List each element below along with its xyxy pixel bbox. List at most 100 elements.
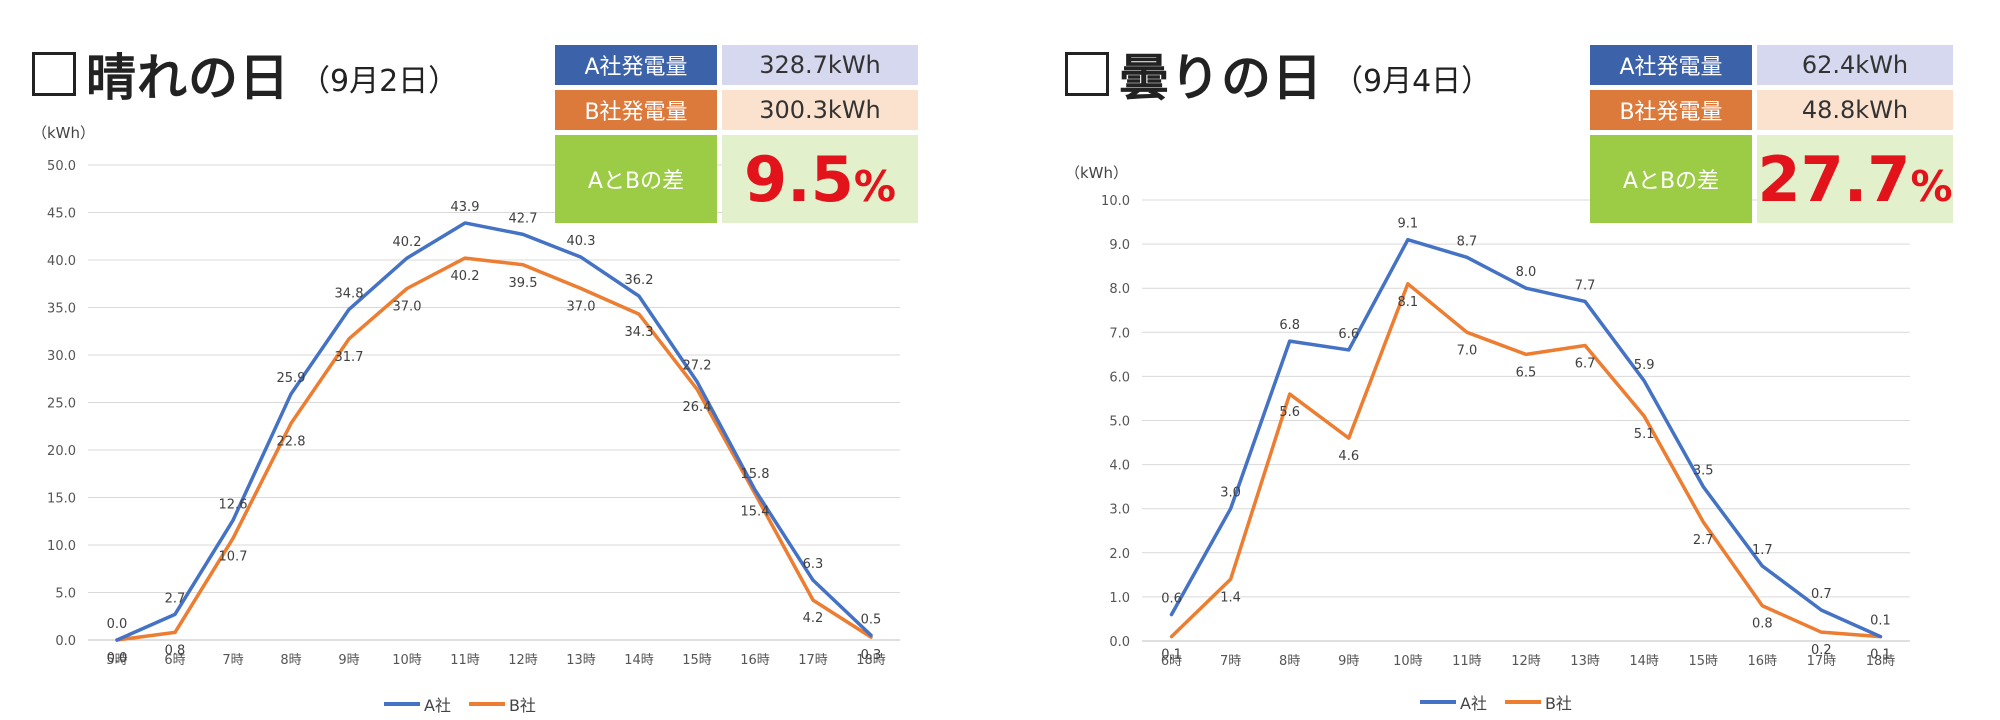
data-label-b: 39.5	[509, 276, 538, 291]
x-tick-label: 6時	[1161, 654, 1182, 669]
x-tick-label: 18時	[1866, 654, 1896, 669]
data-label-b: 4.6	[1338, 449, 1359, 464]
data-label-b: 10.7	[219, 549, 248, 564]
difference-label: AとBの差	[1590, 135, 1752, 223]
data-label-a: 1.7	[1752, 543, 1773, 558]
x-tick-label: 11時	[1452, 654, 1482, 669]
chart-legend: A社 B社	[1420, 690, 1590, 714]
summary-table: A社発電量 328.7kWh B社発電量 300.3kWh AとBの差 9.5%	[550, 40, 923, 228]
data-label-a: 34.8	[335, 286, 364, 301]
sunny-day-line-chart: 0.0 5.0 10.0 15.0 20.0 25.0 30.0 35.0 40.0 45.0 50…	[47, 159, 900, 668]
b-output-value: 300.3kWh	[722, 90, 918, 130]
series-line-b	[1169, 282, 1883, 639]
data-label-a: 8.7	[1457, 234, 1478, 249]
data-label-a: 12.6	[219, 497, 248, 512]
a-output-value: 328.7kWh	[722, 45, 918, 85]
data-label-a: 3.5	[1693, 464, 1714, 479]
x-tick-label: 11時	[450, 653, 480, 668]
chart-title: 晴れの日	[86, 49, 290, 107]
x-tick-label: 9時	[338, 653, 359, 668]
series-line-b	[115, 256, 873, 642]
data-label-a: 6.6	[1338, 327, 1359, 342]
x-tick-label: 13時	[1570, 654, 1600, 669]
y-axis-unit-label: （kWh）	[32, 124, 96, 142]
cloudy-day-panel: 0.0 1.0 2.0 3.0 4.0 5.0 6.0 7.0 8.0 9.0 10.0 6時 7時 8時…	[1030, 0, 2000, 720]
y-tick-label: 4.0	[1109, 459, 1130, 474]
data-label-b: 6.5	[1516, 365, 1537, 380]
data-label-b: 0.8	[1752, 617, 1773, 632]
data-label-b: 22.8	[277, 434, 306, 449]
x-tick-label: 5時	[106, 653, 127, 668]
data-label-b: 1.4	[1220, 590, 1241, 605]
legend-item-b: B社	[1504, 690, 1572, 714]
y-tick-label: 3.0	[1109, 503, 1130, 518]
y-tick-label: 50.0	[47, 159, 76, 174]
legend-label-a: A社	[1460, 694, 1487, 713]
data-label-a: 9.1	[1398, 217, 1419, 232]
difference-value: 27.7%	[1757, 135, 1953, 223]
chart-title-row: 曇りの日 （9月4日）	[1065, 38, 1491, 110]
legend-line-b	[1504, 700, 1541, 704]
y-tick-label: 7.0	[1109, 326, 1130, 341]
data-label-b: 4.2	[803, 611, 824, 626]
cloudy-day-line-chart: 0.0 1.0 2.0 3.0 4.0 5.0 6.0 7.0 8.0 9.0 10.0 6時 7時 8時…	[1101, 194, 1910, 669]
data-label-a: 8.0	[1516, 265, 1537, 280]
data-label-a: 25.9	[277, 371, 306, 386]
data-label-a: 7.7	[1575, 278, 1596, 293]
y-tick-label: 8.0	[1109, 282, 1130, 297]
data-label-b: 31.7	[335, 350, 364, 365]
data-label-b: 6.7	[1575, 357, 1596, 372]
data-label-a: 36.2	[625, 273, 654, 288]
y-tick-label: 5.0	[1109, 415, 1130, 430]
legend-label-b: B社	[1544, 694, 1572, 713]
y-tick-label: 9.0	[1109, 238, 1130, 253]
data-label-b: 0.1	[1870, 648, 1891, 663]
chart-date: （9月4日）	[1333, 64, 1492, 99]
x-tick-label: 14時	[624, 653, 654, 668]
b-output-label: B社発電量	[555, 90, 717, 130]
y-tick-label: 25.0	[47, 397, 76, 412]
data-label-b: 34.3	[625, 325, 654, 340]
chart-legend: A社 B社	[384, 692, 554, 716]
x-tick-label: 6時	[164, 653, 185, 668]
series-line-a	[115, 221, 873, 642]
legend-item-a: A社	[1420, 690, 1487, 714]
data-label-b: 0.8	[165, 643, 186, 658]
data-label-a: 43.9	[451, 200, 480, 215]
x-tick-label: 10時	[1393, 654, 1423, 669]
x-tick-label: 16時	[1748, 654, 1778, 669]
data-label-a: 40.2	[393, 235, 422, 250]
data-label-b: 5.1	[1634, 427, 1655, 442]
chart-date: （9月2日）	[300, 64, 459, 99]
data-label-a: 15.8	[741, 467, 770, 482]
data-label-b: 8.1	[1398, 295, 1419, 310]
b-output-value: 48.8kWh	[1757, 90, 1953, 130]
y-axis-unit-label: （kWh）	[1065, 164, 1129, 182]
y-tick-label: 1.0	[1109, 591, 1130, 606]
x-tick-label: 10時	[392, 653, 422, 668]
sunny-day-panel: 0.0 5.0 10.0 15.0 20.0 25.0 30.0 35.0 40.0 45.0 50…	[32, 40, 923, 716]
x-tick-label: 12時	[508, 653, 538, 668]
data-label-b: 0.3	[861, 648, 882, 663]
legend-label-a: A社	[424, 696, 451, 715]
y-tick-label: 2.0	[1109, 547, 1130, 562]
a-output-label: A社発電量	[1590, 45, 1752, 85]
x-tick-label: 15時	[1688, 654, 1718, 669]
y-tick-label: 35.0	[47, 302, 76, 317]
y-tick-label: 10.0	[47, 539, 76, 554]
difference-number: 27.7	[1757, 142, 1911, 216]
data-label-a: 0.5	[861, 612, 882, 627]
b-output-label: B社発電量	[1590, 90, 1752, 130]
data-label-b: 7.0	[1457, 343, 1478, 358]
y-tick-label: 10.0	[1101, 194, 1130, 209]
data-label-b: 2.7	[1693, 533, 1714, 548]
summary-table: A社発電量 62.4kWh B社発電量 48.8kWh AとBの差 27.7%	[1585, 40, 1958, 228]
x-tick-label: 15時	[682, 653, 712, 668]
data-label-b: 26.4	[683, 400, 712, 415]
difference-value: 9.5%	[722, 135, 918, 223]
y-tick-label: 5.0	[55, 587, 76, 602]
a-output-value: 62.4kWh	[1757, 45, 1953, 85]
y-tick-label: 30.0	[47, 349, 76, 364]
data-label-a: 5.9	[1634, 358, 1655, 373]
data-label-a: 6.8	[1279, 318, 1300, 333]
